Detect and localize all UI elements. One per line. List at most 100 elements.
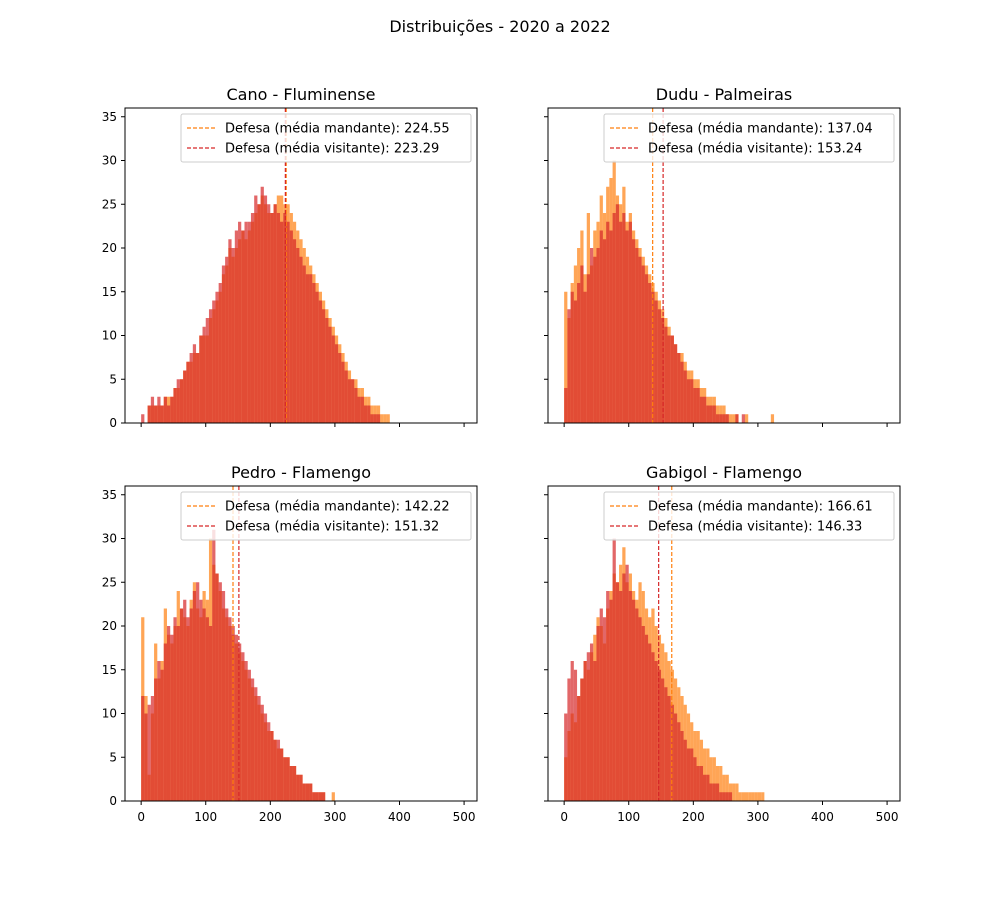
histogram-bar [321,792,326,801]
histogram-bar [757,792,762,801]
histogram-bar [589,248,594,423]
axes-frame [124,485,478,802]
histogram-bar [309,274,313,423]
histogram-bar [150,396,155,423]
histogram-bar [657,309,662,423]
y-tick-label: 10 [102,329,117,343]
histogram-bar [157,396,161,423]
histogram-bar [179,608,184,801]
histogram-bar [744,414,749,423]
histogram-bar [593,256,597,423]
histogram-bar [212,300,216,423]
histogram-bar [651,652,655,801]
histogram-bar [715,414,720,423]
histogram-bar [238,643,242,801]
histogram-bar [673,344,678,423]
histogram-bar [644,634,649,801]
histogram-bar [732,783,736,801]
legend: Defesa (média mandante): 224.55 Defesa (m… [180,113,472,163]
histogram-bar [202,608,206,801]
x-tick-label: 200 [259,810,282,824]
figure-title: Distribuições - 2020 a 2022 [389,17,610,36]
histogram-bar [703,774,707,801]
histogram-bar [292,766,297,801]
subplot-2: Dudu - Palmeiras Defesa (média mandante):… [544,85,901,427]
histogram-bar [709,405,713,423]
axes-frame [547,485,901,802]
histogram-bar [196,353,200,423]
x-tick-label: 400 [811,810,834,824]
legend-label: Defesa (média visitante): 223.29 [225,142,439,157]
histogram-bar [302,783,306,801]
histogram-bar [690,748,694,801]
histogram-bar [728,792,733,801]
histogram-bar [609,230,613,423]
histogram-bar [744,792,749,801]
subplot-3: Pedro - Flamengo 0 100 200 300 400 500 0 5 10 15 20… [102,463,478,824]
histogram-bar [709,757,713,801]
histogram-bar [577,283,581,423]
histogram-bar [202,326,206,423]
histogram-bar [573,669,578,801]
histogram-bar [205,617,209,801]
histogram-bar [367,405,371,423]
axes-frame [547,107,901,424]
x-tick-label: 100 [194,810,217,824]
histogram-bar [754,792,758,801]
histogram-bar [334,344,339,423]
histogram-bar [296,248,300,423]
histogram-bar [741,792,745,801]
y-tick-label: 35 [102,488,117,502]
histogram-bar [709,783,713,801]
histogram-bar [383,414,387,423]
histogram-bar [183,599,187,801]
histogram-bar [199,599,203,801]
histogram-bar [280,221,284,423]
histogram-bar [292,239,297,423]
histogram-bar [619,591,623,801]
histogram-bar [325,318,329,423]
histogram-bar [160,405,164,423]
histogram-bar [189,353,193,423]
histogram-bar [573,300,578,423]
histogram-bar [602,617,607,801]
histogram-bar [596,248,600,423]
legend-label: Defesa (média mandante): 142.22 [225,500,450,515]
histogram-bar [625,230,629,423]
histogram-bar [577,696,581,801]
legend-box [603,491,895,541]
y-tick-label: 0 [109,794,117,808]
histogram-bar [305,783,310,801]
histogram-bar [683,739,687,801]
x-tick-label: 500 [453,810,476,824]
subplot-title: Pedro - Flamengo [231,463,371,482]
histogram-bar [583,291,587,423]
histogram-bar [693,757,697,801]
x-tick-label: 0 [137,810,145,824]
histogram-bar [696,766,700,801]
histogram-bar [657,669,662,801]
legend-label: Defesa (média mandante): 137.04 [648,122,873,137]
histogram-bar [631,239,636,423]
histogram-bar [254,687,258,801]
histogram-bar [712,783,716,801]
histogram-bar [735,783,739,801]
histogram-bar [270,731,274,801]
y-tick-label: 10 [102,707,117,721]
histogram-bar [641,265,645,423]
histogram-bar [564,388,568,423]
histogram-bar [696,388,700,423]
y-tick-label: 25 [102,197,117,211]
y-tick-label: 35 [102,110,117,124]
histogram-bar [344,370,348,423]
histogram-bar [260,704,264,801]
histogram-bar [179,379,184,423]
histogram-bar [564,291,568,423]
histogram-bar [619,221,623,423]
histogram-bar [712,405,716,423]
subplot-1: Cano - Fluminense 0 5 10 15 20 25 30 35 Defesa (m… [102,85,478,430]
histogram-bar [299,774,303,801]
histogram-bar [241,652,245,801]
histogram-bar [635,248,639,423]
